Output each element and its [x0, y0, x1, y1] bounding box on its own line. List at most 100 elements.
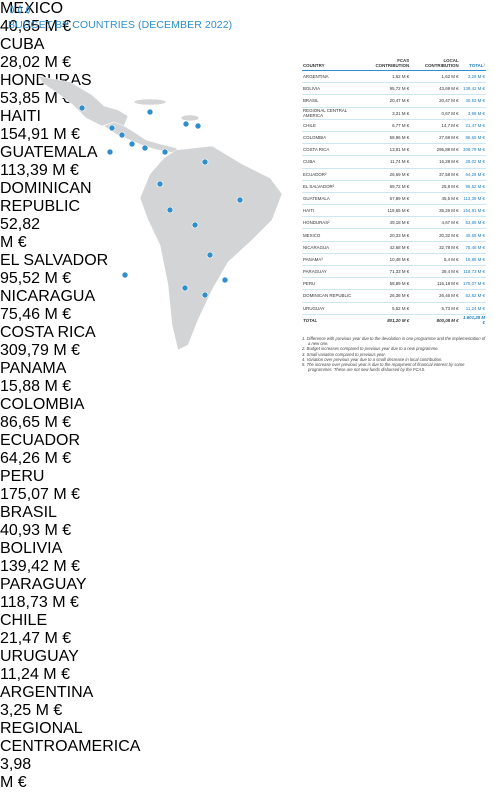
country-value: 86,65 M €	[0, 414, 72, 431]
drops-icon	[10, 5, 30, 14]
table-cell: 10,48 M €	[363, 253, 411, 267]
country-name: REGIONAL CENTROAMERICA	[0, 720, 141, 755]
table-cell: 11,74 M €	[363, 155, 411, 169]
country-value: 53,85 M €	[0, 90, 72, 107]
table-cell: ECUADOR²	[302, 168, 364, 181]
country-name: GUATEMALA	[0, 144, 98, 161]
table-cell: 118,73 M €	[459, 265, 486, 279]
footnote: 5. The increase over previous year is du…	[302, 362, 465, 373]
table-cell: DOMINICAN REPUBLIC	[302, 289, 364, 303]
country-name: PARAGUAY	[0, 576, 87, 593]
table-row: GUATEMALA 67,89 M €45,5 M €113,39 M €	[302, 192, 486, 206]
table-cell: 67,89 M €	[363, 192, 411, 206]
table-cell: MEXICO	[302, 228, 364, 242]
table-cell: 86,65 M €	[459, 131, 486, 145]
table-cell: 20,33 M €	[363, 228, 411, 242]
table-row: CHILE 6,77 M €14,7 M €21,47 M €	[302, 119, 486, 132]
country-name: BOLIVIA	[0, 540, 63, 557]
table-cell: 58,89 M €	[363, 277, 411, 291]
country-value: 21,47 M €	[0, 630, 72, 647]
country-name: ARGENTINA	[0, 684, 94, 701]
country-value: 52,82 M €	[0, 216, 41, 251]
map-label: PANAMA 15,88 M €	[0, 360, 495, 396]
total-cell: 1.601,28 M €	[459, 313, 486, 326]
table-cell: 295,88 M €	[410, 143, 460, 157]
table-row: HAITI 119,65 M €35,26 M €154,91 M €	[302, 204, 486, 218]
table-cell: EL SALVADOR²	[302, 180, 364, 193]
table-cell: 1,62 M €	[363, 70, 411, 84]
map-label: BOLIVIA 139,42 M €	[0, 540, 495, 576]
table-row: BRASIL 20,47 M €20,47 M €40,93 M €	[302, 94, 486, 108]
country-name: CHILE	[0, 612, 48, 629]
footnote: 2. Budget increases compared to previous…	[302, 346, 439, 352]
table-row: NICARAGUA 42,68 M €32,78 M €75,46 M €	[302, 241, 486, 254]
country-value: 139,42 M €	[0, 558, 81, 575]
table-cell: 1,62 M €	[410, 70, 460, 84]
country-name: MEXICO	[0, 0, 64, 17]
table-cell: 75,46 M €	[459, 241, 486, 254]
map-label: EL SALVADOR 95,52 M €	[0, 252, 495, 288]
footnote: 4. Variation over previous year due to a…	[302, 356, 443, 362]
table-row: CUBA 11,74 M €16,28 M €28,02 M €	[302, 155, 486, 169]
map-label: BRASIL 40,93 M €	[0, 504, 495, 540]
map-label: PARAGUAY 118,73 M €	[0, 576, 495, 612]
table-cell: 25,8 M €	[410, 180, 460, 193]
table-row: URUGUAY 5,52 M €5,73 M €11,24 M €	[302, 302, 486, 315]
country-value: 175,07 M €	[0, 486, 81, 503]
table-row: EL SALVADOR² 69,72 M €25,8 M €95,52 M €	[302, 180, 486, 193]
table-row: REGIONAL CENTRAL AMERICA 3,31 M €0,67 M €…	[302, 107, 486, 120]
table-row: PANAMA³ 10,48 M €5,4 M €15,88 M €	[302, 253, 486, 267]
country-name: COSTA RICA	[0, 324, 96, 341]
footnote: 3. Small variation compared to previous …	[302, 351, 386, 357]
table-cell: CHILE	[302, 119, 364, 132]
country-value: 95,52 M €	[0, 270, 72, 287]
budget-table: COUNTRY FCAS CONTRIBUTION LOCAL CONTRIBUTI…	[302, 57, 486, 326]
table-cell: 39,4 M €	[410, 265, 460, 279]
table-row: PERU 58,89 M €116,18 M €175,07 M €	[302, 277, 486, 291]
header-cell: FCAS CONTRIBUTION	[363, 57, 411, 71]
country-value: 40,93 M €	[0, 522, 72, 539]
map-label: NICARAGUA 75,46 M €	[0, 288, 495, 324]
country-value: 118,73 M €	[0, 594, 79, 611]
map-label: COSTA RICA 309,79 M €	[0, 324, 495, 360]
table-cell: PARAGUAY	[302, 265, 364, 279]
map	[37, 75, 283, 351]
table-cell: 20,47 M €	[410, 94, 460, 108]
table-cell: 309,79 M €	[459, 143, 486, 157]
country-name: ECUADOR	[0, 432, 81, 449]
country-value: 11,24 M €	[0, 666, 70, 683]
table-cell: 175,07 M €	[459, 277, 486, 291]
country-value: 3,98 M €	[0, 756, 32, 791]
map-label: ARGENTINA 3,25 M €	[0, 684, 495, 720]
table-cell: 40,93 M €	[459, 94, 486, 108]
table-cell: COSTA RICA	[302, 143, 364, 157]
country-name: EL SALVADOR	[0, 252, 109, 269]
table-cell: 40,65 M €	[459, 228, 486, 242]
table-cell: 15,88 M €	[459, 253, 486, 267]
country-name: CUBA	[0, 36, 45, 53]
table-row: HONDURAS² 49,18 M €4,67 M €53,85 M €	[302, 216, 486, 230]
table-cell: 113,39 M €	[459, 192, 486, 206]
table-cell: 69,72 M €	[363, 180, 411, 193]
table-cell: 45,5 M €	[410, 192, 460, 206]
table-row: ECUADOR² 26,69 M €37,58 M €64,26 M €	[302, 168, 486, 181]
total-cell: 800,08 M €	[410, 313, 460, 326]
table-cell: 119,65 M €	[363, 204, 411, 218]
country-name: PERU	[0, 468, 45, 485]
table-cell: PERU	[302, 277, 364, 291]
total-cell: 801,20 M €	[363, 313, 411, 326]
table-cell: 95,52 M €	[459, 180, 486, 193]
table-cell: 0,67 M €	[410, 107, 460, 120]
table-cell: 6,77 M €	[363, 119, 411, 132]
table-cell: 139,42 M €	[459, 82, 486, 96]
table-cell: 26,69 M €	[363, 168, 411, 181]
header-cell: TOTAL¹	[459, 57, 486, 71]
country-name: HAITI	[0, 108, 41, 125]
table-cell: 42,68 M €	[363, 241, 411, 254]
table-cell: 5,4 M €	[410, 253, 460, 267]
header-cell: COUNTRY	[302, 57, 364, 71]
table-cell: NICARAGUA	[302, 241, 364, 254]
footnotes: 1. Difference with previous year due to …	[302, 336, 486, 372]
table-cell: BOLIVIA	[302, 82, 364, 96]
